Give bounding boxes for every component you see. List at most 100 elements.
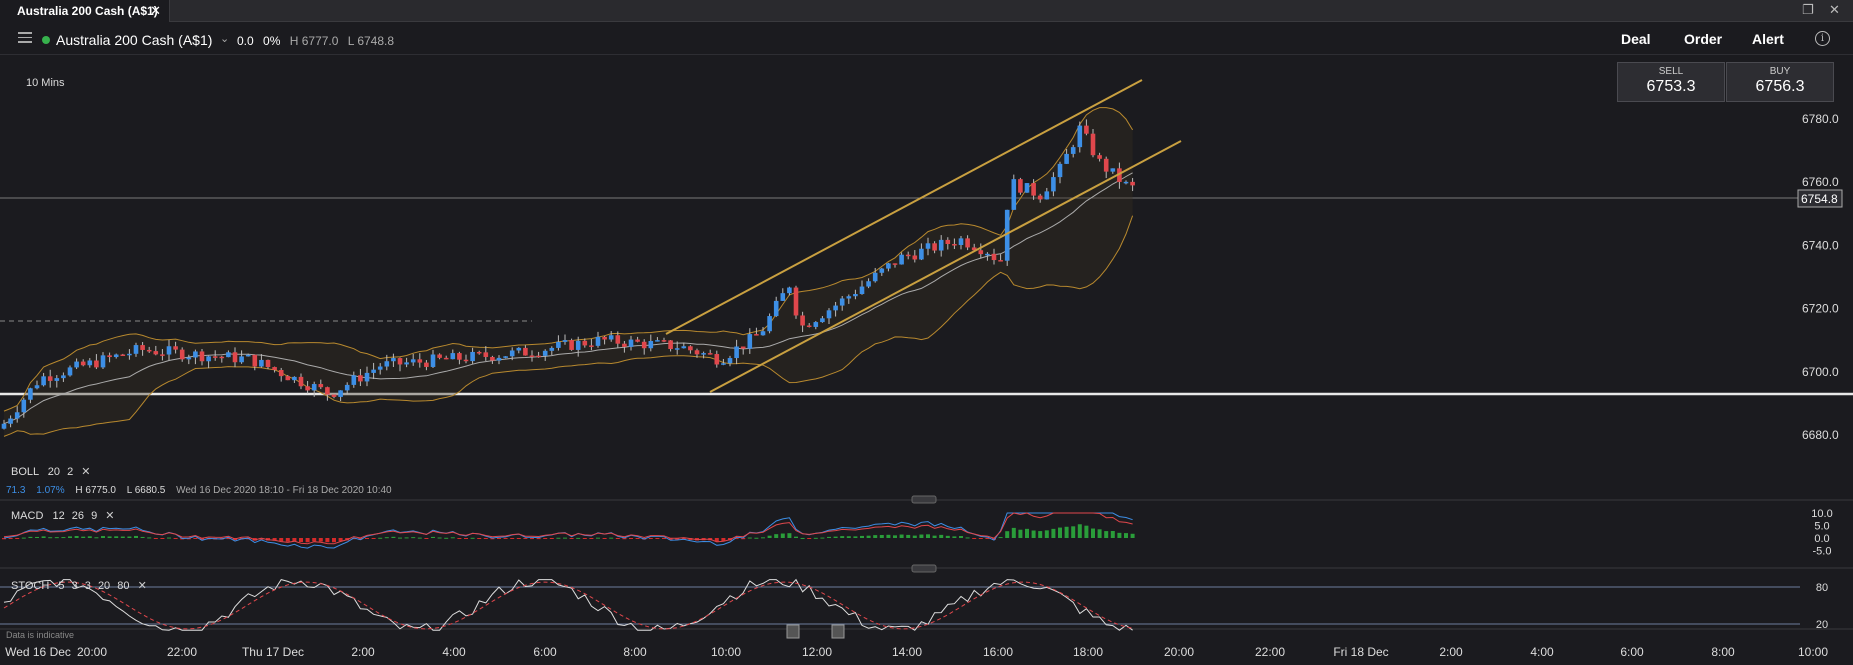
stoch-d: 3 bbox=[71, 580, 78, 592]
macd-histogram-bar bbox=[437, 537, 442, 539]
macd-histogram-bar bbox=[780, 533, 785, 538]
macd-histogram-bar bbox=[398, 537, 402, 539]
stoch-name: STOCH bbox=[11, 580, 50, 592]
macd-histogram-bar bbox=[173, 538, 178, 539]
candle-body bbox=[206, 356, 211, 362]
macd-histogram-bar bbox=[325, 538, 330, 543]
info-icon[interactable]: i bbox=[1815, 31, 1830, 46]
candle-body bbox=[1057, 163, 1063, 178]
candle-body bbox=[635, 339, 640, 342]
macd-histogram-bar bbox=[167, 537, 171, 539]
candle-body bbox=[311, 384, 317, 391]
macd-indicator-label[interactable]: MACD 12 26 9 ✕ bbox=[11, 509, 114, 522]
candle-body bbox=[806, 325, 812, 328]
candle-body bbox=[853, 294, 858, 297]
candle-body bbox=[80, 361, 86, 366]
macd-histogram-bar bbox=[94, 537, 99, 539]
channel-upper-line bbox=[665, 79, 1143, 335]
macd-histogram-bar bbox=[424, 538, 429, 539]
x-tick: 10:00 bbox=[710, 645, 742, 659]
sell-button[interactable]: SELL 6753.3 bbox=[1617, 62, 1725, 102]
macd-histogram-bar bbox=[134, 535, 138, 538]
candle-body bbox=[377, 366, 383, 370]
timeframe-label[interactable]: 10 Mins bbox=[26, 77, 65, 89]
boll-remove-icon[interactable]: ✕ bbox=[81, 466, 91, 478]
macd-histogram-bar bbox=[919, 534, 924, 538]
close-window-icon[interactable]: ✕ bbox=[1829, 2, 1840, 17]
stoch-panel: 80 20 bbox=[0, 578, 1828, 639]
macd-histogram-bar bbox=[721, 538, 726, 542]
macd-histogram-bar bbox=[794, 536, 798, 538]
macd-histogram-bar bbox=[589, 538, 594, 539]
restore-window-icon[interactable]: ❐ bbox=[1802, 2, 1814, 17]
candle-body bbox=[1130, 181, 1135, 186]
candle-body bbox=[397, 358, 403, 365]
candle-body bbox=[912, 255, 918, 260]
channel-lower-line bbox=[709, 140, 1182, 393]
macd-histogram-bar bbox=[200, 538, 204, 540]
macd-histogram-bar bbox=[28, 536, 33, 538]
stoch-indicator-label[interactable]: STOCH 5 3 3 20 80 ✕ bbox=[11, 579, 147, 592]
candle-body bbox=[1051, 177, 1056, 192]
candle-body bbox=[199, 351, 205, 362]
candle-body bbox=[681, 346, 687, 349]
macd-remove-icon[interactable]: ✕ bbox=[105, 510, 115, 522]
macd-histogram-bar bbox=[866, 535, 871, 538]
macd-histogram-bar bbox=[358, 538, 363, 540]
macd-histogram-bar bbox=[945, 535, 950, 538]
candle-body bbox=[886, 263, 891, 269]
hamburger-menu-icon[interactable] bbox=[18, 32, 32, 43]
candle-body bbox=[1024, 183, 1030, 193]
macd-histogram-bar bbox=[853, 536, 858, 538]
candle-body bbox=[615, 335, 621, 344]
stoch-high-level: 80 bbox=[117, 580, 130, 592]
tab-australia-200[interactable]: Australia 200 Cash (A$1) ✕ bbox=[0, 0, 170, 22]
candle-body bbox=[760, 331, 766, 336]
instrument-name[interactable]: Australia 200 Cash (A$1) bbox=[56, 32, 213, 48]
deal-button[interactable]: Deal bbox=[1621, 31, 1651, 47]
resize-handle bbox=[911, 564, 937, 573]
stoch-d-line bbox=[3, 581, 1133, 630]
candle-body bbox=[793, 287, 799, 316]
candle-body bbox=[833, 305, 838, 311]
macd-histogram-bar bbox=[285, 538, 290, 542]
candle-body bbox=[932, 243, 937, 251]
candle-body bbox=[14, 412, 20, 419]
candlesticks bbox=[1, 119, 1135, 430]
calendar-event-icon bbox=[786, 624, 800, 639]
candle-body bbox=[787, 287, 792, 294]
order-button[interactable]: Order bbox=[1684, 31, 1723, 47]
macd-histogram-bar bbox=[378, 537, 383, 539]
boll-indicator-label[interactable]: BOLL 20 2 ✕ bbox=[11, 465, 91, 478]
candle-body bbox=[1037, 195, 1043, 200]
bollinger-upper bbox=[3, 107, 1134, 412]
alert-button[interactable]: Alert bbox=[1752, 31, 1784, 47]
bollinger-fill bbox=[4, 107, 1133, 437]
macd-histogram-bar bbox=[549, 538, 554, 539]
candle-body bbox=[146, 349, 152, 352]
candle-body bbox=[338, 390, 343, 397]
candle-body bbox=[74, 361, 79, 368]
candle-body bbox=[503, 356, 508, 358]
price-change: 0.0 bbox=[237, 34, 254, 48]
macd-histogram-bar bbox=[893, 535, 897, 538]
candle-body bbox=[1064, 153, 1069, 164]
macd-histogram-bar bbox=[338, 538, 343, 542]
stat-range-points: 71.3 bbox=[6, 485, 26, 496]
candle-body bbox=[100, 355, 106, 368]
macd-histogram-bar bbox=[417, 537, 422, 539]
chevron-down-icon[interactable]: ⌄ bbox=[220, 33, 230, 45]
macd-histogram-bar bbox=[8, 538, 13, 539]
candle-body bbox=[107, 355, 112, 358]
candle-body bbox=[958, 238, 964, 246]
macd-histogram-bar bbox=[602, 538, 607, 539]
candle-body bbox=[839, 298, 845, 306]
candle-body bbox=[226, 352, 231, 358]
buy-button[interactable]: BUY 6756.3 bbox=[1726, 62, 1834, 102]
macd-histogram-bar bbox=[510, 538, 515, 539]
stoch-remove-icon[interactable]: ✕ bbox=[137, 580, 147, 592]
tab-close-icon[interactable]: ✕ bbox=[150, 3, 161, 18]
candle-body bbox=[569, 340, 574, 350]
macd-histogram-bar bbox=[741, 538, 746, 540]
